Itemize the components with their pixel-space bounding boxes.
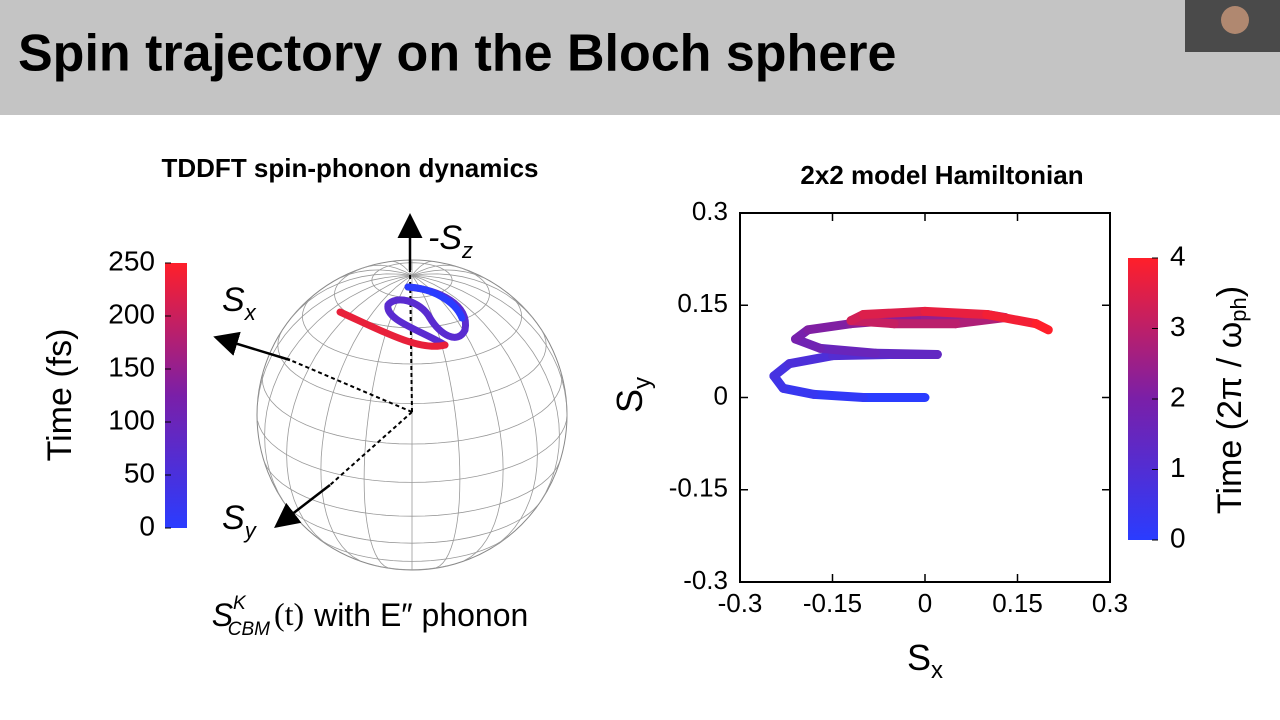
trajectory-segment	[920, 306, 992, 319]
sphere-grid	[373, 564, 451, 570]
right-colorbar-tick-label: 0	[1170, 522, 1186, 553]
bloch-sphere	[256, 259, 568, 571]
left-colorbar-tick-label: 50	[124, 457, 155, 488]
x-tick-label: 0.15	[992, 588, 1043, 618]
left-colorbar	[165, 263, 187, 528]
axis-x-arrow	[213, 331, 291, 362]
y-tick-label: 0.3	[692, 196, 728, 226]
trajectory-segment	[803, 319, 856, 335]
trajectory-segment	[858, 306, 930, 319]
y-tick-label: -0.15	[669, 473, 728, 503]
left-colorbar-tick-label: 150	[108, 351, 155, 382]
y-axis-label: Sy	[609, 377, 657, 413]
sphere-grid	[411, 275, 538, 548]
sphere-grid	[339, 269, 413, 279]
left-caption: SK CBM (t) with E″ phonon	[212, 593, 529, 640]
x-tick-label: -0.15	[803, 588, 862, 618]
left-colorbar-tick-label: 250	[108, 245, 155, 276]
left-colorbar-label: Time (fs)	[41, 329, 79, 462]
sphere-grid	[320, 275, 413, 561]
x-tick-label: 0	[918, 588, 932, 618]
sphere-grid	[411, 275, 560, 504]
header-band	[0, 0, 1280, 115]
sphere-grid	[411, 275, 504, 561]
sphere-grid	[411, 275, 461, 569]
sphere-grid	[411, 264, 458, 276]
x-tick-label: 0.3	[1092, 588, 1128, 618]
y-tick-label: 0	[714, 380, 728, 410]
sphere-grid	[264, 462, 560, 517]
left-trajectory-end	[336, 308, 449, 350]
right-colorbar-tick-label: 3	[1170, 311, 1186, 342]
axis-z-label: -Sz	[428, 219, 473, 263]
trajectory-segment	[784, 351, 837, 369]
sphere-grid	[411, 269, 485, 279]
left-colorbar-tick-label: 200	[108, 298, 155, 329]
sphere-grid	[391, 261, 413, 276]
sphere-grid	[411, 261, 433, 276]
left-colorbar-tick-label: 100	[108, 404, 155, 435]
sphere-grid	[264, 275, 413, 504]
trajectory-segment	[778, 383, 819, 399]
axis-x-label: Sx	[222, 281, 257, 325]
trajectory-segment	[982, 309, 1041, 329]
sphere-grid	[363, 275, 413, 569]
chart-title: 2x2 model Hamiltonian	[800, 160, 1083, 190]
left-trajectory-start	[404, 283, 466, 322]
sphere-grid	[411, 273, 534, 319]
left-colorbar-tick-label: 0	[139, 510, 155, 541]
sphere-grid	[290, 273, 413, 319]
sphere-grid	[411, 275, 568, 416]
x-axis-label: Sx	[907, 637, 943, 685]
webcam-face	[1221, 6, 1249, 34]
y-tick-label: -0.3	[683, 565, 728, 595]
right-colorbar-tick-label: 4	[1170, 240, 1186, 271]
trajectory-segment	[1031, 319, 1053, 335]
slide-title: Spin trajectory on the Bloch sphere	[18, 25, 896, 83]
right-colorbar-tick-label: 1	[1170, 452, 1186, 483]
right-colorbar-label: Time (2π / ωph)	[1211, 286, 1251, 514]
trajectory-segment	[809, 389, 868, 402]
sphere-grid	[366, 264, 413, 276]
axis-y-arrow	[274, 484, 331, 529]
x-tick-label: -0.3	[718, 588, 763, 618]
trajectory-segment	[871, 348, 942, 359]
sphere-grid	[257, 275, 413, 403]
trajectory-segment	[815, 343, 881, 358]
left-title: TDDFT spin-phonon dynamics	[162, 153, 539, 183]
sphere-grid	[277, 329, 547, 404]
right-colorbar-tick-label: 2	[1170, 381, 1186, 412]
axis-x-dashed	[289, 359, 413, 413]
axis-y-dashed	[329, 411, 413, 486]
axis-y-label: Sy	[222, 499, 258, 543]
y-tick-label: 0.15	[677, 288, 728, 318]
sphere-grid	[316, 537, 508, 562]
sphere-grid	[261, 373, 563, 445]
sphere-grid	[301, 295, 523, 365]
sphere-grid	[257, 414, 568, 483]
